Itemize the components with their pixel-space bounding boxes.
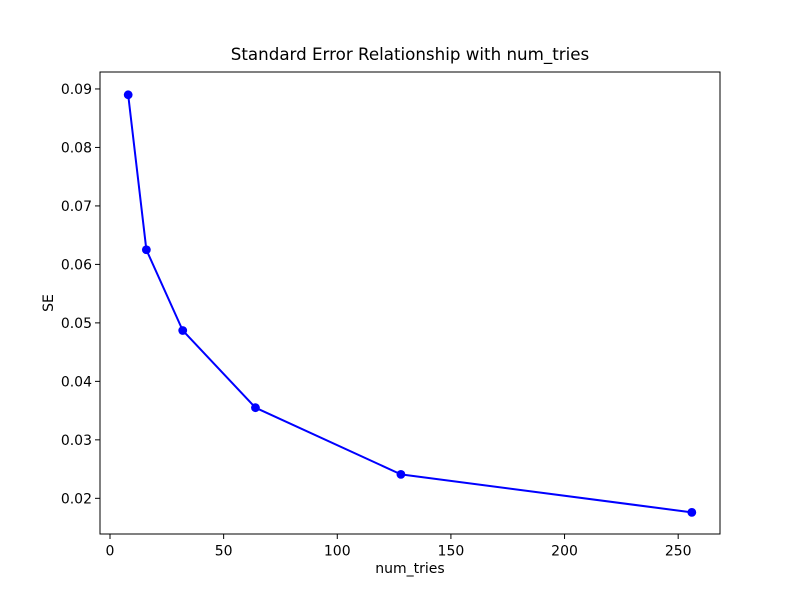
data-point-marker (141, 245, 151, 255)
y-tick-label: 0.05 (61, 316, 92, 332)
y-tick-label: 0.09 (61, 82, 92, 98)
y-tick-label: 0.02 (61, 491, 92, 507)
series-layer (123, 90, 697, 517)
x-tick-label: 250 (665, 544, 692, 560)
y-tick-label: 0.08 (61, 140, 92, 156)
axes-frame (99, 71, 721, 535)
x-tick-label: 0 (106, 544, 115, 560)
x-tick-label: 50 (215, 544, 233, 560)
ticks-layer: 0 50 100 150 200 250 0.02 0.03 0.04 0.05 0.06 0.07 0… (61, 82, 692, 560)
data-point-marker (178, 326, 188, 335)
x-tick-label: 200 (551, 544, 578, 560)
data-point-marker (687, 507, 697, 517)
data-point-marker (251, 403, 260, 413)
x-axis-label: num_tries (375, 561, 444, 577)
y-tick-label: 0.04 (61, 374, 92, 390)
x-tick-label: 100 (324, 544, 351, 560)
chart-title: Standard Error Relationship with num_tri… (231, 44, 589, 65)
y-axis-label: SE (41, 294, 57, 312)
y-tick-label: 0.07 (61, 199, 92, 215)
se-line (127, 94, 692, 514)
x-tick-label: 150 (438, 544, 465, 560)
y-tick-label: 0.06 (61, 257, 92, 273)
data-point-marker (396, 469, 406, 479)
y-tick-label: 0.03 (61, 433, 92, 449)
data-point-marker (123, 90, 133, 100)
